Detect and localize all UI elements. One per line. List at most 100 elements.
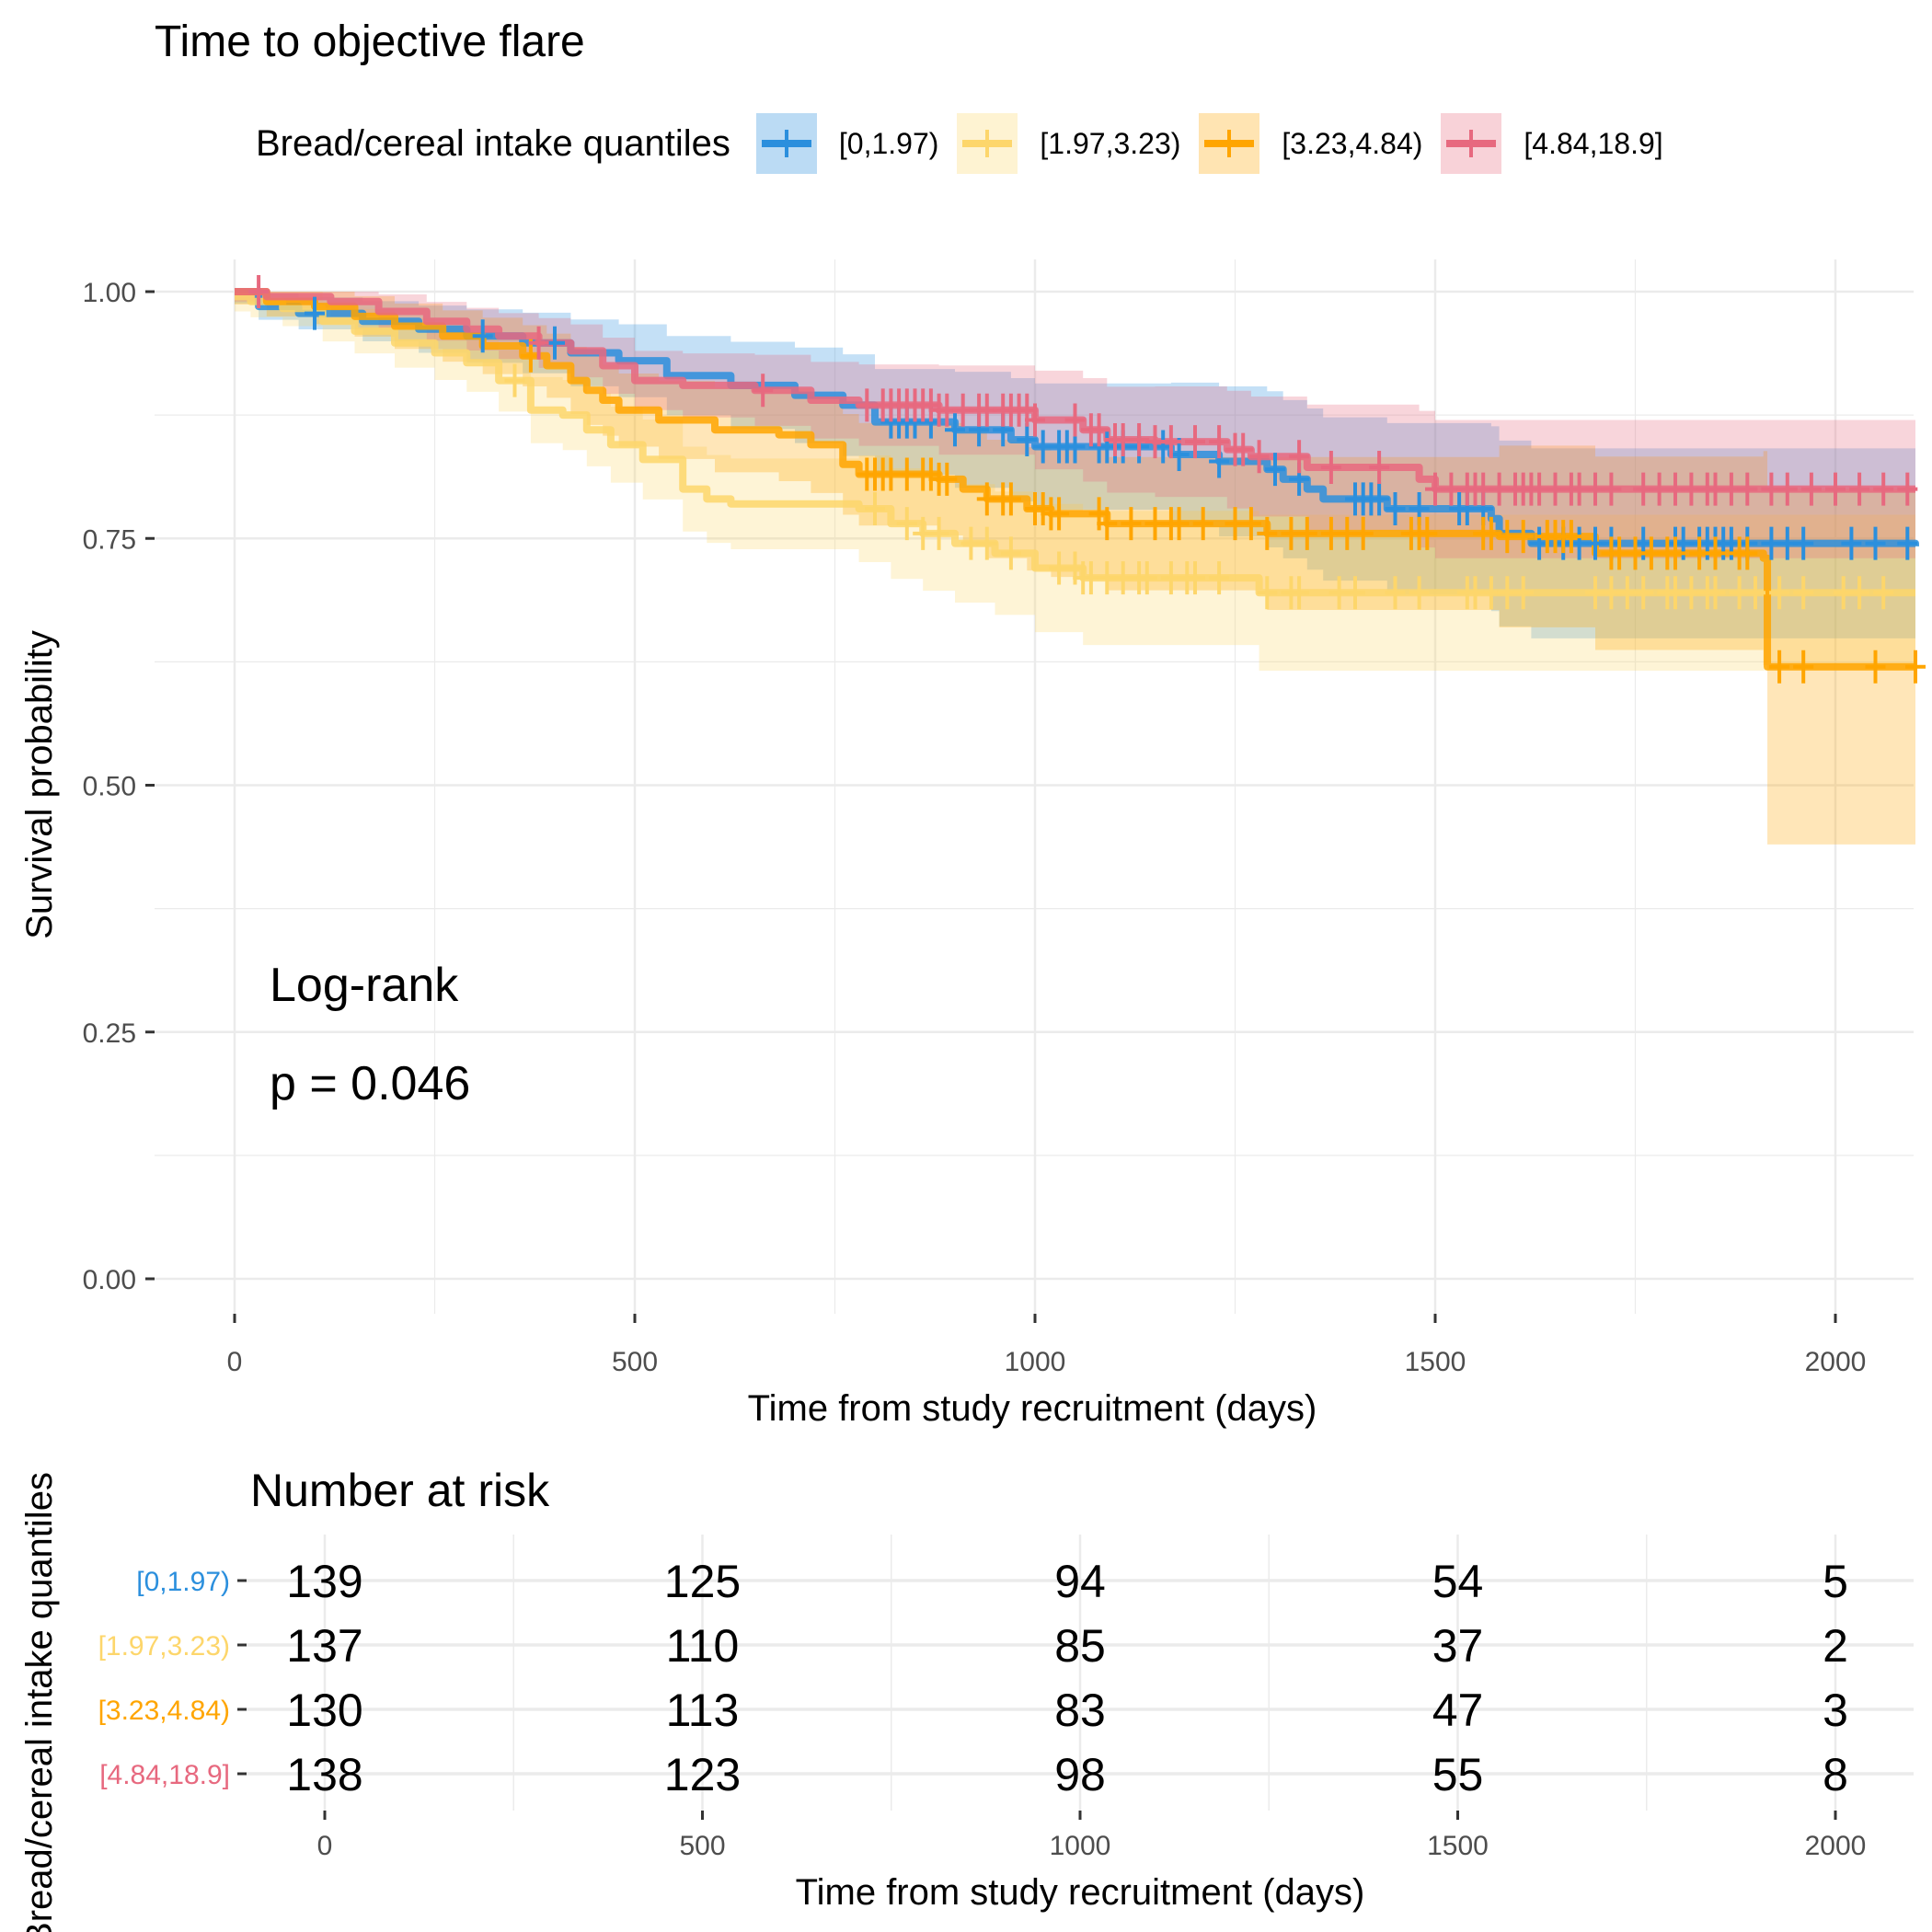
censor-mark [1825, 472, 1846, 506]
censor-mark [1025, 403, 1045, 437]
risk-table-cell: 113 [666, 1685, 740, 1736]
censor-mark [1793, 526, 1814, 560]
censor-mark [1417, 516, 1438, 550]
censor-mark [1265, 453, 1285, 487]
censor-mark [1345, 576, 1365, 610]
censor-mark [1121, 507, 1142, 541]
risk-row-label: [3.23,4.84) [98, 1696, 230, 1726]
legend-label-2: [3.23,4.84) [1282, 126, 1423, 160]
y-tick-label: 0.75 [83, 524, 136, 555]
censor-mark [1409, 576, 1430, 610]
risk-table-cell: 110 [666, 1620, 740, 1672]
censor-mark [1257, 576, 1278, 610]
censor-mark [976, 526, 997, 560]
censor-mark [1512, 576, 1534, 610]
censor-mark [528, 326, 549, 360]
legend-key-1 [957, 113, 1018, 174]
censor-mark [1289, 576, 1310, 610]
y-axis-title: Survival probability [19, 630, 60, 939]
censor-mark [1873, 576, 1894, 610]
risk-table-cell: 54 [1432, 1556, 1484, 1607]
risk-table-cells: 139 125 94 54 5 137 110 85 37 2 130 113 83 47 3 138 123 9… [286, 1556, 1848, 1800]
x-tick-label: 1000 [1005, 1347, 1066, 1377]
censor-mark [1800, 472, 1822, 506]
x-axis-title: Time from study recruitment (days) [748, 1388, 1317, 1429]
censor-mark [1064, 403, 1086, 437]
censor-mark [1000, 536, 1021, 570]
censor-mark [1633, 576, 1654, 610]
risk-table-cell: 94 [1054, 1556, 1106, 1607]
censor-mark [1369, 482, 1390, 516]
censor-mark [1873, 472, 1894, 506]
censor-mark [1209, 425, 1230, 459]
censor-mark [1385, 492, 1406, 526]
confidence-band-1 [235, 292, 1915, 712]
confidence-band-0 [235, 292, 1915, 666]
censor-mark [1160, 425, 1181, 459]
censor-mark [1017, 422, 1038, 456]
legend-item-3: [4.84,18.9] [1441, 113, 1663, 174]
y-tick-label: 0.25 [83, 1018, 136, 1049]
chart-title: Time to objective flare [155, 17, 585, 66]
censor-mark [945, 413, 965, 447]
risk-table-cell: 130 [286, 1685, 362, 1736]
legend-key-0 [755, 113, 817, 174]
censor-mark [1049, 497, 1070, 531]
censor-mark [753, 374, 774, 408]
risk-table-axes: [0,1.97) [1.97,3.23) [3.23,4.84) [4.84,18.9… [98, 1567, 1867, 1861]
x-tick-label: 2000 [1805, 1347, 1867, 1377]
legend-item-1: [1.97,3.23) [957, 113, 1180, 174]
censor-mark [1320, 450, 1341, 484]
censor-mark [1737, 472, 1758, 506]
risk-table-cell: 139 [286, 1556, 362, 1607]
risk-table-cell: 8 [1823, 1749, 1848, 1800]
risk-x-tick-label: 2000 [1805, 1831, 1867, 1861]
risk-row-label: [1.97,3.23) [98, 1631, 230, 1662]
censor-mark [1769, 650, 1790, 684]
x-tick-label: 1500 [1405, 1347, 1466, 1377]
censor-mark [248, 275, 270, 308]
censor-mark [1560, 520, 1581, 554]
x-tick-label: 500 [612, 1347, 658, 1377]
censor-mark [1737, 536, 1758, 570]
risk-table-title: Number at risk [250, 1465, 550, 1516]
censor-mark [1777, 472, 1798, 506]
censor-mark [1296, 516, 1317, 550]
censor-mark [1793, 650, 1814, 684]
legend-key-2 [1199, 113, 1260, 174]
censor-mark [1240, 507, 1261, 541]
censor-mark [1705, 576, 1726, 610]
censor-mark [1192, 507, 1213, 541]
risk-table-cell: 2 [1823, 1620, 1848, 1672]
censor-mark [1097, 507, 1118, 541]
risk-table-cell: 137 [286, 1620, 362, 1672]
censor-mark [1248, 440, 1270, 474]
censor-mark [1000, 482, 1021, 516]
y-tick-label: 0.00 [83, 1265, 136, 1295]
risk-table-cell: 85 [1054, 1620, 1106, 1672]
risk-table-cell: 83 [1054, 1685, 1106, 1736]
legend: Bread/cereal intake quantiles [0,1.97) [… [256, 112, 1682, 175]
risk-table-cell: 3 [1823, 1685, 1848, 1736]
y-tick-label: 0.50 [83, 772, 136, 802]
legend-label-0: [0,1.97) [838, 126, 939, 160]
risk-table-x-title: Time from study recruitment (days) [796, 1872, 1365, 1913]
censor-mark [1905, 650, 1926, 684]
censor-mark [1289, 440, 1310, 474]
censor-mark [1257, 516, 1278, 550]
x-tick-label: 0 [227, 1347, 243, 1377]
risk-table-cell: 138 [286, 1749, 362, 1800]
risk-x-tick-label: 500 [679, 1831, 725, 1861]
risk-x-tick-label: 1500 [1427, 1831, 1489, 1861]
y-tick-label: 1.00 [83, 278, 136, 308]
censor-mark [1385, 576, 1406, 610]
risk-x-tick-label: 0 [317, 1831, 333, 1861]
censor-mark [1865, 650, 1886, 684]
legend-label-1: [1.97,3.23) [1040, 126, 1181, 160]
risk-table-cell: 123 [664, 1749, 741, 1800]
risk-table-cell: 37 [1432, 1620, 1484, 1672]
censor-mark [1369, 450, 1390, 484]
risk-table-cell: 47 [1432, 1685, 1484, 1736]
censor-mark [1480, 516, 1501, 550]
